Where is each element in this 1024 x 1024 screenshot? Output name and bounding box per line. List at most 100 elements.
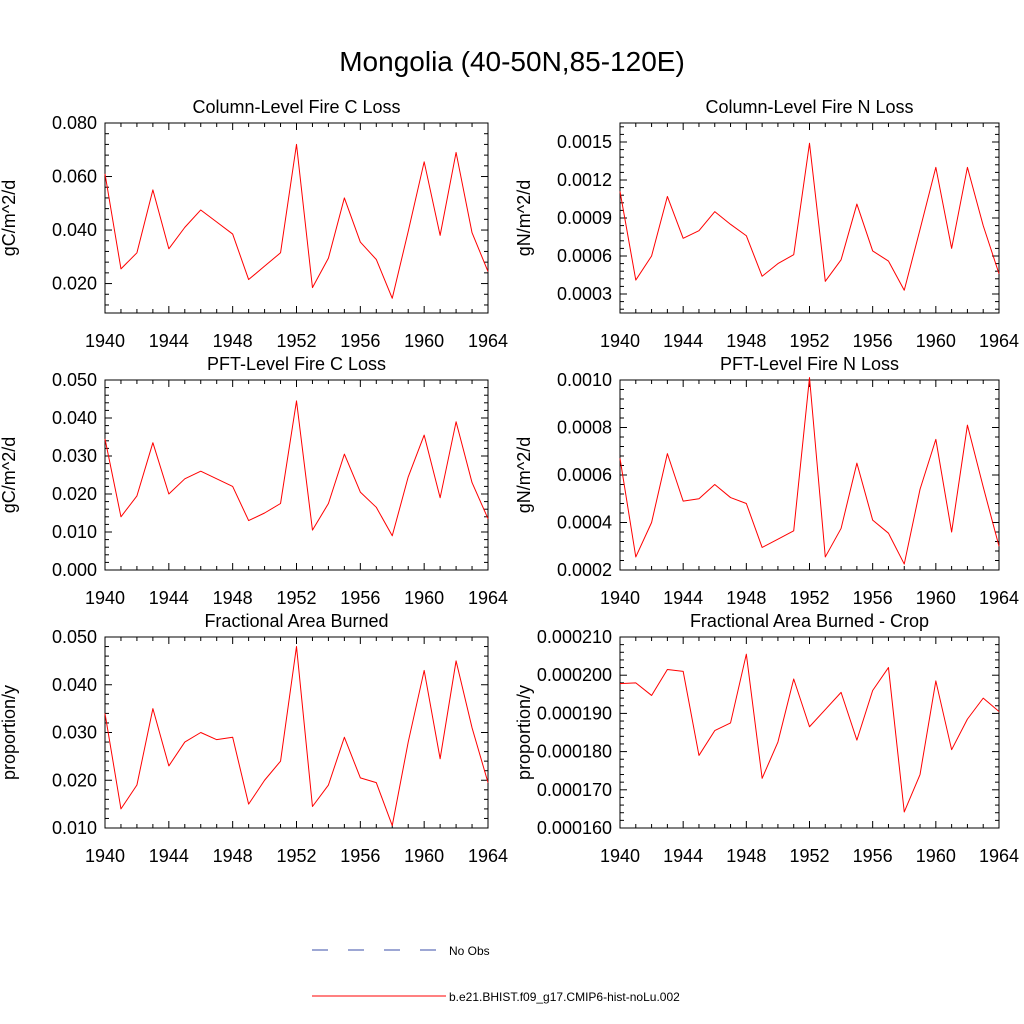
y-tick-label: 0.010 [52, 818, 97, 838]
y-tick-label: 0.020 [52, 274, 97, 294]
series-line [619, 142, 1000, 291]
x-tick-label: 1952 [789, 846, 829, 866]
x-tick-label: 1940 [600, 846, 640, 866]
y-axis-label: gC/m^2/d [0, 180, 19, 256]
y-axis-label: gC/m^2/d [0, 437, 19, 513]
chart-title: Fractional Area Burned [204, 611, 388, 631]
x-tick-label: 1956 [853, 846, 893, 866]
chart-title: PFT-Level Fire N Loss [720, 354, 899, 374]
y-tick-label: 0.0009 [557, 208, 612, 228]
x-tick-label: 1960 [916, 846, 956, 866]
y-tick-label: 0.0003 [557, 284, 612, 304]
y-tick-label: 0.040 [52, 220, 97, 240]
x-tick-label: 1956 [853, 331, 893, 351]
y-tick-label: 0.0002 [557, 560, 612, 580]
y-tick-label: 0.040 [52, 675, 97, 695]
x-tick-label: 1956 [853, 588, 893, 608]
chart-title: PFT-Level Fire C Loss [207, 354, 386, 374]
x-tick-label: 1952 [789, 588, 829, 608]
x-tick-label: 1940 [600, 588, 640, 608]
y-tick-label: 0.0004 [557, 513, 612, 533]
x-tick-label: 1948 [726, 331, 766, 351]
y-tick-label: 0.000190 [537, 703, 612, 723]
y-tick-label: 0.060 [52, 167, 97, 187]
y-tick-label: 0.030 [52, 723, 97, 743]
x-tick-label: 1960 [404, 846, 444, 866]
y-axis-label: gN/m^2/d [514, 437, 534, 513]
x-tick-label: 1948 [213, 588, 253, 608]
x-tick-label: 1956 [340, 331, 380, 351]
x-tick-label: 1960 [916, 588, 956, 608]
legend: No Obs b.e21.BHIST.f09_g17.CMIP6-hist-noL… [312, 944, 680, 1004]
y-tick-label: 0.030 [52, 446, 97, 466]
series-line [619, 377, 1000, 565]
y-tick-label: 0.000210 [537, 627, 612, 647]
x-tick-label: 1964 [468, 588, 508, 608]
y-tick-label: 0.000170 [537, 780, 612, 800]
x-tick-label: 1948 [726, 588, 766, 608]
y-axis-label: proportion/y [514, 685, 534, 780]
plot-frame [619, 636, 1000, 829]
y-tick-label: 0.000 [52, 560, 97, 580]
series-line [104, 143, 489, 299]
x-tick-label: 1948 [213, 331, 253, 351]
y-tick-label: 0.040 [52, 408, 97, 428]
chart-panel-6: Fractional Area Burned - Crop proportion/… [514, 611, 1019, 866]
x-tick-label: 1956 [340, 846, 380, 866]
x-tick-label: 1944 [149, 331, 189, 351]
page-title: Mongolia (40-50N,85-120E) [339, 46, 685, 77]
series-line [619, 653, 1000, 813]
x-tick-label: 1952 [276, 588, 316, 608]
y-tick-label: 0.050 [52, 627, 97, 647]
x-tick-label: 1960 [404, 331, 444, 351]
y-tick-label: 0.0006 [557, 465, 612, 485]
y-tick-label: 0.0012 [557, 170, 612, 190]
chart-title: Column-Level Fire C Loss [192, 97, 400, 117]
x-tick-label: 1940 [85, 588, 125, 608]
y-tick-label: 0.020 [52, 770, 97, 790]
x-tick-label: 1940 [85, 846, 125, 866]
y-tick-label: 0.0008 [557, 418, 612, 438]
y-tick-label: 0.010 [52, 522, 97, 542]
y-tick-label: 0.050 [52, 370, 97, 390]
plot-frame [104, 122, 489, 314]
x-tick-label: 1960 [404, 588, 444, 608]
x-tick-label: 1964 [979, 846, 1019, 866]
x-tick-label: 1952 [789, 331, 829, 351]
y-tick-label: 0.000160 [537, 818, 612, 838]
x-tick-label: 1944 [149, 588, 189, 608]
x-tick-label: 1964 [468, 331, 508, 351]
y-tick-label: 0.000200 [537, 665, 612, 685]
x-tick-label: 1948 [213, 846, 253, 866]
legend-label-model: b.e21.BHIST.f09_g17.CMIP6-hist-noLu.002 [449, 990, 680, 1004]
x-tick-label: 1956 [340, 588, 380, 608]
x-tick-label: 1952 [276, 331, 316, 351]
x-tick-label: 1944 [663, 846, 703, 866]
y-tick-label: 0.020 [52, 484, 97, 504]
y-axis-label: gN/m^2/d [514, 180, 534, 256]
x-tick-label: 1940 [85, 331, 125, 351]
x-tick-label: 1944 [149, 846, 189, 866]
chart-panel-4: PFT-Level Fire N Loss gN/m^2/d 1940 1944 194… [514, 354, 1019, 608]
x-tick-label: 1948 [726, 846, 766, 866]
x-tick-label: 1960 [916, 331, 956, 351]
plot-frame [619, 122, 1000, 314]
y-tick-label: 0.0015 [557, 132, 612, 152]
chart-panel-2: Column-Level Fire N Loss gN/m^2/d 1940 1944… [514, 97, 1019, 351]
chart-title: Fractional Area Burned - Crop [690, 611, 929, 631]
chart-panel-1: Column-Level Fire C Loss gC/m^2/d 1940 1944… [0, 97, 508, 351]
chart-panel-3: PFT-Level Fire C Loss gC/m^2/d 1940 1944 194… [0, 354, 508, 608]
y-tick-label: 0.000180 [537, 742, 612, 762]
x-tick-label: 1964 [979, 331, 1019, 351]
chart-panel-5: Fractional Area Burned proportion/y 1940 19… [0, 611, 508, 866]
y-axis-label: proportion/y [0, 685, 19, 780]
y-tick-label: 0.0006 [557, 246, 612, 266]
x-tick-label: 1940 [600, 331, 640, 351]
x-tick-label: 1952 [276, 846, 316, 866]
y-tick-label: 0.0010 [557, 370, 612, 390]
x-tick-label: 1964 [979, 588, 1019, 608]
x-tick-label: 1964 [468, 846, 508, 866]
chart-title: Column-Level Fire N Loss [705, 97, 913, 117]
